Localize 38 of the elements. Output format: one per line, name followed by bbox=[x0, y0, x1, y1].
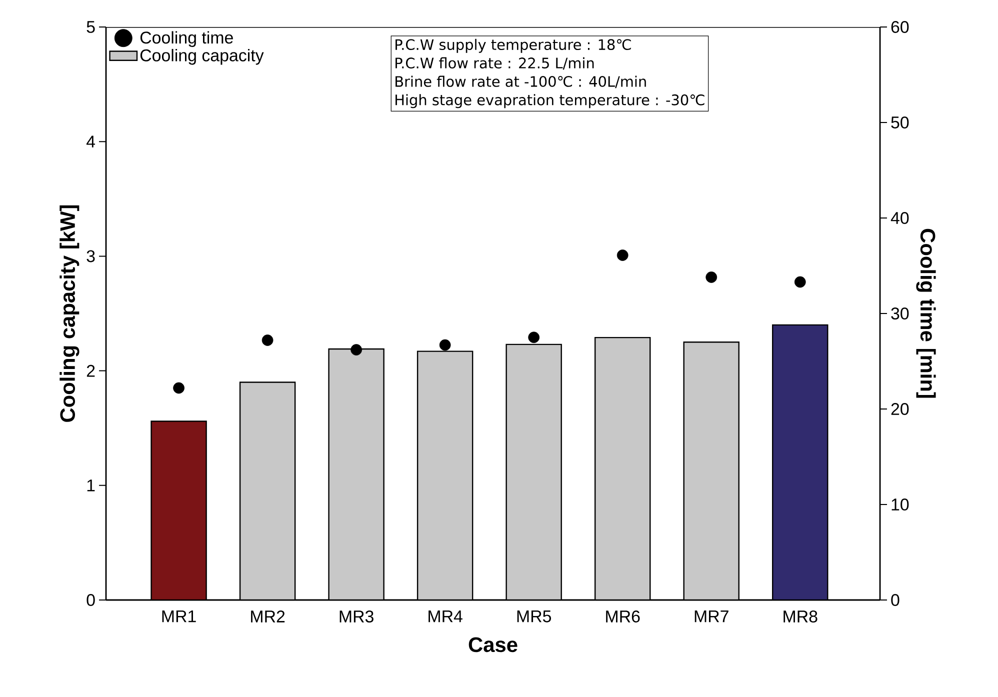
y2-tick-label: 0 bbox=[891, 594, 900, 606]
y-tick-label: 0 bbox=[86, 594, 95, 606]
x-tick-label: MR7 bbox=[694, 610, 728, 622]
annotation: Brine flow rate at -100℃ : 40L/min bbox=[396, 76, 646, 88]
point bbox=[794, 276, 806, 288]
y-tick-label: 1 bbox=[87, 480, 95, 492]
y2-tick-label: 20 bbox=[891, 403, 909, 415]
y-tick-label: 5 bbox=[86, 21, 95, 33]
point bbox=[706, 272, 718, 283]
point bbox=[350, 344, 362, 356]
point bbox=[528, 332, 540, 344]
y-tick-label: 3 bbox=[86, 250, 95, 262]
annotation: P.C.W flow rate : 22.5 L/min bbox=[396, 57, 594, 70]
x-tick-label: MR3 bbox=[340, 610, 374, 622]
legend-label: Cooling time bbox=[140, 31, 233, 47]
point bbox=[173, 382, 184, 394]
annotation: P.C.W supply temperature : 18℃ bbox=[396, 38, 631, 53]
point bbox=[262, 334, 274, 346]
x-tick-label: MR5 bbox=[517, 610, 551, 622]
y2-tick-label: 30 bbox=[891, 308, 909, 320]
x-axis-title: Case bbox=[468, 637, 518, 652]
y2-tick-label: 40 bbox=[890, 212, 909, 224]
x-tick-label: MR8 bbox=[784, 610, 818, 622]
y2-axis-title: Coolig time [min] bbox=[916, 228, 936, 398]
y-axis-title: Cooling capacity [kW] bbox=[60, 205, 80, 422]
y2-tick-label: 10 bbox=[892, 498, 909, 510]
y-tick-label: 2 bbox=[86, 364, 95, 377]
x-tick-label: MR2 bbox=[251, 610, 285, 622]
point bbox=[439, 339, 451, 351]
y2-tick-label: 50 bbox=[891, 116, 909, 128]
x-tick-label: MR1 bbox=[162, 610, 196, 622]
x-tick-label: MR4 bbox=[428, 610, 462, 622]
legend-label: Cooling capacity bbox=[140, 48, 264, 65]
annotation: High stage evapration temperature : -30℃ bbox=[396, 94, 704, 108]
x-tick-label: MR6 bbox=[606, 610, 640, 622]
point bbox=[616, 250, 628, 261]
y2-tick-label: 60 bbox=[891, 21, 909, 33]
y-tick-label: 4 bbox=[86, 136, 96, 148]
